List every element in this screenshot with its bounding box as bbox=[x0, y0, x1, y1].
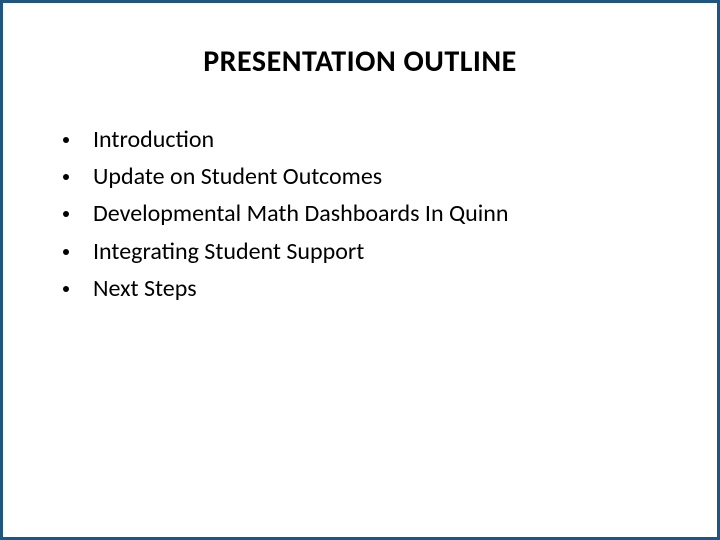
slide-title: PRESENTATION OUTLINE bbox=[51, 43, 669, 80]
bullet-text: Introduction bbox=[93, 124, 669, 155]
list-item: Integrating Student Support bbox=[63, 236, 669, 267]
list-item: Introduction bbox=[63, 124, 669, 155]
slide-container: PRESENTATION OUTLINE Introduction Update… bbox=[0, 0, 720, 540]
bullet-text: Next Steps bbox=[93, 273, 669, 304]
bullet-text: Integrating Student Support bbox=[93, 236, 669, 267]
bullet-text: Developmental Math Dashboards In Quinn bbox=[93, 198, 669, 229]
list-item: Next Steps bbox=[63, 273, 669, 304]
bullet-icon bbox=[63, 137, 69, 143]
bullet-icon bbox=[63, 174, 69, 180]
list-item: Update on Student Outcomes bbox=[63, 161, 669, 192]
bullet-text: Update on Student Outcomes bbox=[93, 161, 669, 192]
bullet-icon bbox=[63, 249, 69, 255]
bullet-icon bbox=[63, 211, 69, 217]
list-item: Developmental Math Dashboards In Quinn bbox=[63, 198, 669, 229]
bullet-icon bbox=[63, 286, 69, 292]
bullet-list: Introduction Update on Student Outcomes … bbox=[51, 124, 669, 304]
